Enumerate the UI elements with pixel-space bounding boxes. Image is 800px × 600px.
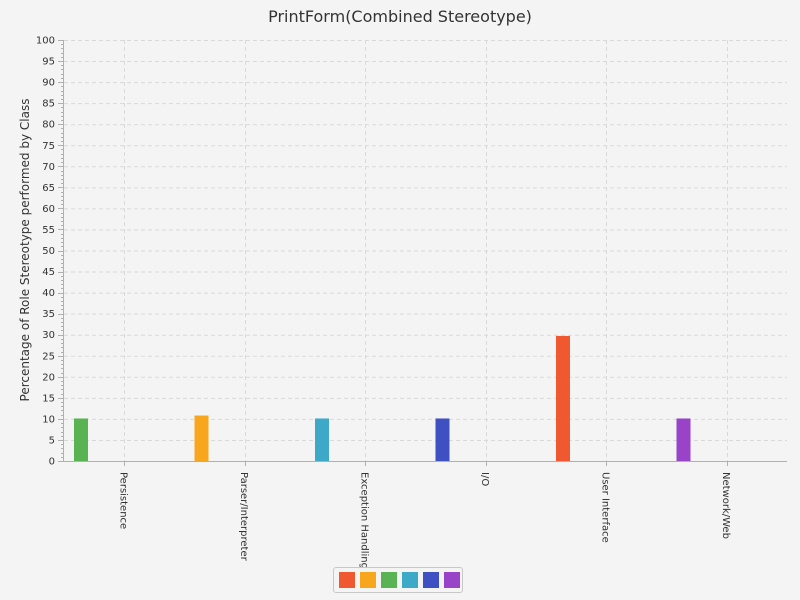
- x-tick-labels: Persistence Parser/Interpreter Exception H…: [117, 472, 731, 569]
- y-tick-label: 90: [42, 78, 55, 89]
- legend-swatch: [381, 572, 397, 588]
- y-axis-label: Percentage of Role Stereotype performed …: [18, 99, 32, 402]
- bar: [556, 335, 570, 461]
- y-tick-label: 85: [42, 99, 55, 110]
- y-tick-label: 55: [42, 225, 55, 236]
- grid-lines: [64, 40, 787, 461]
- x-tick-label: Parser/Interpreter: [238, 472, 249, 562]
- y-tick-label: 25: [42, 351, 55, 362]
- axes: [58, 40, 787, 466]
- bar: [194, 415, 209, 461]
- legend-swatch: [360, 572, 376, 588]
- y-tick-label: 30: [42, 330, 55, 341]
- y-tick-label: 70: [42, 162, 55, 173]
- bar: [315, 418, 329, 461]
- y-tick-label: 40: [42, 288, 55, 299]
- bars: [74, 335, 691, 461]
- bar: [74, 418, 88, 461]
- y-tick-label: 60: [42, 204, 55, 215]
- x-tick-label: User Interface: [599, 472, 610, 543]
- legend-swatch: [423, 572, 439, 588]
- y-tick-label: 5: [49, 435, 55, 446]
- x-tick-label: Exception Handling: [358, 472, 369, 569]
- y-tick-label: 45: [42, 267, 55, 278]
- legend-swatch: [339, 572, 355, 588]
- y-tick-label: 20: [42, 372, 55, 383]
- legend-swatch: [402, 572, 418, 588]
- bar: [435, 418, 450, 461]
- y-tick-label: 80: [42, 120, 55, 131]
- x-tick-label: Persistence: [117, 472, 128, 529]
- bar: [676, 418, 691, 461]
- chart-title: PrintForm(Combined Stereotype): [268, 7, 532, 26]
- y-tick-label: 95: [42, 57, 55, 68]
- y-tick-label: 100: [36, 36, 55, 47]
- y-tick-label: 10: [42, 414, 55, 425]
- y-tick-label: 15: [42, 393, 55, 404]
- legend-swatch: [444, 572, 460, 588]
- y-tick-label: 0: [49, 457, 55, 468]
- y-tick-label: 75: [42, 141, 55, 152]
- y-tick-label: 50: [42, 246, 55, 257]
- x-tick-label: I/O: [479, 472, 490, 486]
- legend: [333, 567, 463, 593]
- y-tick-label: 65: [42, 183, 55, 194]
- x-tick-label: Network/Web: [720, 472, 731, 539]
- y-tick-labels: 0 5 10 15 20 25 30 35 40 45 50 55 60 65 70 75 80 85 90 95 10…: [36, 36, 55, 468]
- y-tick-label: 35: [42, 309, 55, 320]
